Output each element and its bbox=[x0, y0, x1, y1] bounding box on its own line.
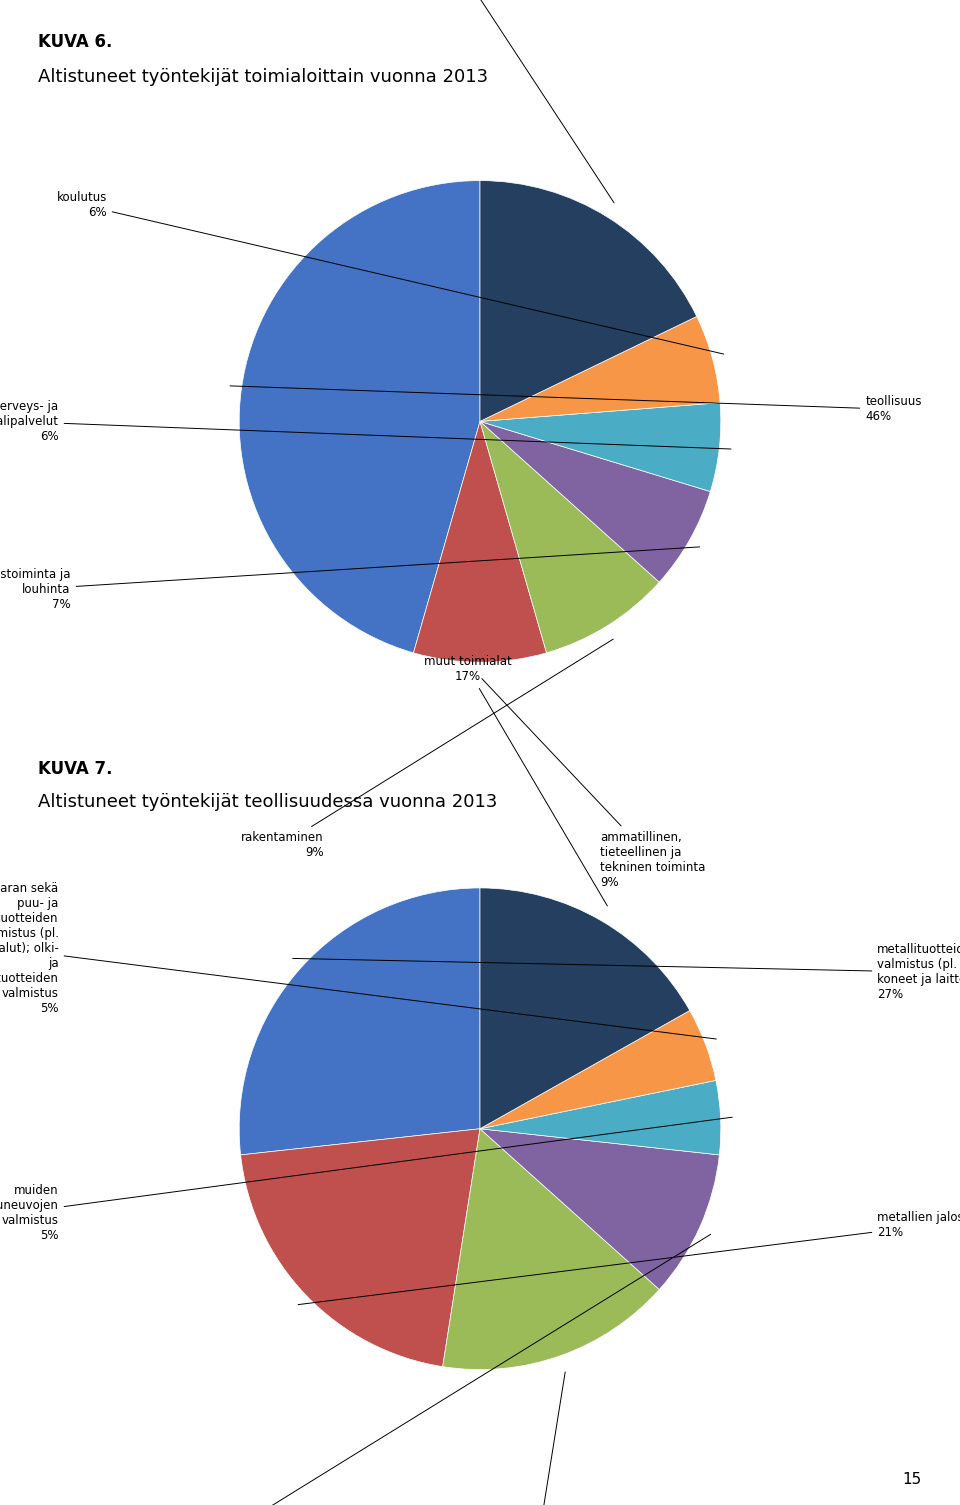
Wedge shape bbox=[480, 1010, 716, 1129]
Wedge shape bbox=[480, 888, 690, 1129]
Wedge shape bbox=[239, 888, 480, 1154]
Wedge shape bbox=[443, 1129, 660, 1370]
Wedge shape bbox=[480, 421, 710, 582]
Text: KUVA 6.: KUVA 6. bbox=[38, 33, 112, 51]
Wedge shape bbox=[414, 421, 546, 662]
Text: muiden
kulkuneuvojen
valmistus
5%: muiden kulkuneuvojen valmistus 5% bbox=[0, 1117, 732, 1242]
Text: muut toimialat
18%: muut toimialat 18% bbox=[412, 0, 614, 203]
Text: ammatillinen,
tieteellinen ja
tekninen toiminta
9%: ammatillinen, tieteellinen ja tekninen t… bbox=[482, 679, 706, 889]
Wedge shape bbox=[480, 1129, 719, 1290]
Text: metallituotteiden
valmistus (pl.
koneet ja laitteet)
27%: metallituotteiden valmistus (pl. koneet … bbox=[293, 944, 960, 1001]
Text: 15: 15 bbox=[902, 1472, 922, 1487]
Text: sahatavaran sekä
puu- ja
korkkituotteiden
valmistus (pl.
huonekalut); olki-
ja
p: sahatavaran sekä puu- ja korkkituotteide… bbox=[0, 882, 716, 1038]
Text: kemikaalien ja
kemiallisten
tuotteiden
valmistus
10%: kemikaalien ja kemiallisten tuotteiden v… bbox=[117, 1234, 710, 1505]
Wedge shape bbox=[241, 1129, 480, 1367]
Text: kaivostoiminta ja
louhinta
7%: kaivostoiminta ja louhinta 7% bbox=[0, 546, 700, 611]
Wedge shape bbox=[480, 421, 660, 653]
Wedge shape bbox=[480, 181, 697, 421]
Text: teollisuus
46%: teollisuus 46% bbox=[230, 385, 922, 423]
Text: Altistuneet työntekijät toimialoittain vuonna 2013: Altistuneet työntekijät toimialoittain v… bbox=[38, 68, 489, 86]
Text: muut toimialat
17%: muut toimialat 17% bbox=[424, 655, 608, 906]
Wedge shape bbox=[480, 316, 720, 421]
Text: metallien jalostus
21%: metallien jalostus 21% bbox=[299, 1212, 960, 1305]
Wedge shape bbox=[480, 403, 721, 492]
Text: KUVA 7.: KUVA 7. bbox=[38, 760, 113, 778]
Wedge shape bbox=[239, 181, 480, 653]
Text: terveys- ja
sosiaalipalvelut
6%: terveys- ja sosiaalipalvelut 6% bbox=[0, 400, 731, 448]
Text: muiden koneiden
ja laitteiden
valmistus
16%: muiden koneiden ja laitteiden valmistus … bbox=[477, 1373, 579, 1505]
Text: koulutus
6%: koulutus 6% bbox=[57, 191, 724, 354]
Text: rakentaminen
9%: rakentaminen 9% bbox=[241, 640, 613, 859]
Text: Altistuneet työntekijät teollisuudessa vuonna 2013: Altistuneet työntekijät teollisuudessa v… bbox=[38, 793, 498, 811]
Wedge shape bbox=[480, 1081, 721, 1154]
